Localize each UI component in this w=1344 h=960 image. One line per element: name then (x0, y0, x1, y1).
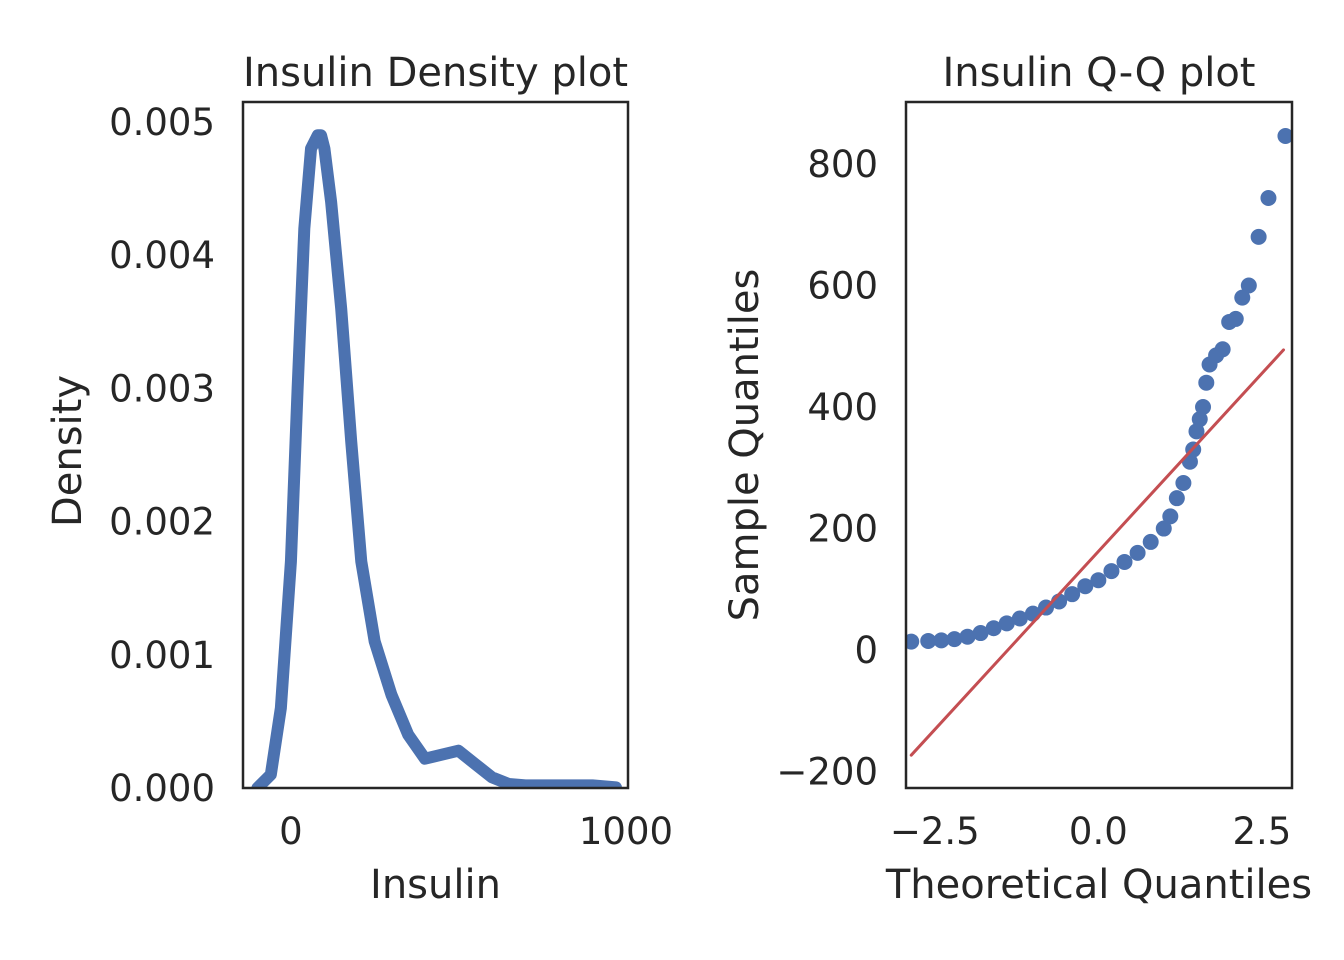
y-tick-label: 400 (807, 386, 878, 429)
point (985, 620, 1002, 637)
plot-area (251, 129, 622, 788)
y-tick-label: 600 (807, 265, 878, 308)
y-tick-label: 200 (807, 508, 878, 551)
y-tick-label: 800 (807, 143, 878, 186)
point (933, 632, 950, 649)
point (920, 632, 937, 649)
y-tick-label: 0.005 (109, 101, 215, 144)
point (998, 615, 1015, 632)
point (1142, 533, 1159, 550)
y-axis-label: Density (45, 375, 91, 527)
chart-title: Insulin Q-Q plot (943, 50, 1256, 96)
point (1090, 572, 1107, 589)
point (1077, 578, 1094, 595)
x-tick-label: 2.5 (1232, 810, 1291, 853)
point (1064, 586, 1081, 603)
point (1103, 563, 1120, 580)
point (906, 633, 920, 650)
y-tick-label: 0.004 (109, 234, 215, 277)
point (1277, 128, 1292, 145)
point (1162, 508, 1179, 525)
x-axis-label: Insulin (370, 862, 501, 908)
point (1168, 490, 1185, 507)
x-tick-label: 1000 (579, 810, 673, 853)
x-tick-label: 0.0 (1069, 810, 1128, 853)
reference-line (909, 348, 1285, 757)
point (1260, 190, 1277, 207)
point (1234, 289, 1251, 306)
y-tick-label: 0.003 (109, 367, 215, 410)
y-tick-label: 0 (854, 629, 878, 672)
y-axis-label: Sample Quantiles (722, 269, 768, 622)
point (1191, 411, 1208, 428)
x-tick-label: 0 (279, 810, 303, 853)
point (1214, 341, 1231, 358)
point (972, 625, 989, 642)
subplot: Insulin Density plot Insulin Density 0 1000 0… (45, 50, 673, 908)
density-line (251, 129, 622, 788)
point (946, 631, 963, 648)
point (1198, 374, 1215, 391)
point (959, 628, 976, 645)
point (1240, 277, 1257, 294)
axes-frame (904, 100, 1294, 790)
point (1155, 520, 1172, 537)
point (1175, 474, 1192, 491)
plot-area (906, 128, 1292, 757)
y-tick-label: 0.001 (109, 634, 215, 677)
x-axis-label: Theoretical Quantiles (885, 862, 1312, 908)
point (1195, 399, 1212, 416)
point (1188, 423, 1205, 440)
x-tick-label: −2.5 (890, 810, 980, 853)
point (1227, 310, 1244, 327)
point (1250, 228, 1267, 245)
point (1129, 544, 1146, 561)
chart-title: Insulin Density plot (243, 50, 628, 96)
y-tick-label: 0.002 (109, 501, 215, 544)
subplot: Insulin Q-Q plot Theoretical Quantiles Sam… (722, 50, 1312, 908)
y-tick-label: −200 (776, 751, 878, 794)
axes-frame (241, 100, 630, 790)
point (1116, 553, 1133, 570)
y-tick-label: 0.000 (109, 767, 215, 810)
point (1011, 610, 1028, 627)
